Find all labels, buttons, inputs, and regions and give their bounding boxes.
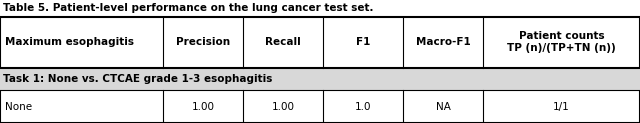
- Text: Task 1: None vs. CTCAE grade 1-3 esophagitis: Task 1: None vs. CTCAE grade 1-3 esophag…: [3, 74, 273, 84]
- Text: Table 5. Patient-level performance on the lung cancer test set.: Table 5. Patient-level performance on th…: [3, 3, 374, 13]
- Text: 1/1: 1/1: [553, 102, 570, 112]
- Text: Maximum esophagitis: Maximum esophagitis: [5, 37, 134, 47]
- Bar: [0, 17, 640, 123]
- Text: Macro-F1: Macro-F1: [416, 37, 470, 47]
- Text: Recall: Recall: [266, 37, 301, 47]
- Text: None: None: [5, 102, 32, 112]
- Text: 1.00: 1.00: [272, 102, 294, 112]
- Text: F1: F1: [356, 37, 371, 47]
- Text: 1.0: 1.0: [355, 102, 371, 112]
- Text: 1.00: 1.00: [192, 102, 214, 112]
- Text: NA: NA: [436, 102, 451, 112]
- Text: Precision: Precision: [176, 37, 230, 47]
- Text: Patient counts
TP (n)/(TP+TN (n)): Patient counts TP (n)/(TP+TN (n)): [508, 31, 616, 53]
- Bar: [0, 68, 640, 90]
